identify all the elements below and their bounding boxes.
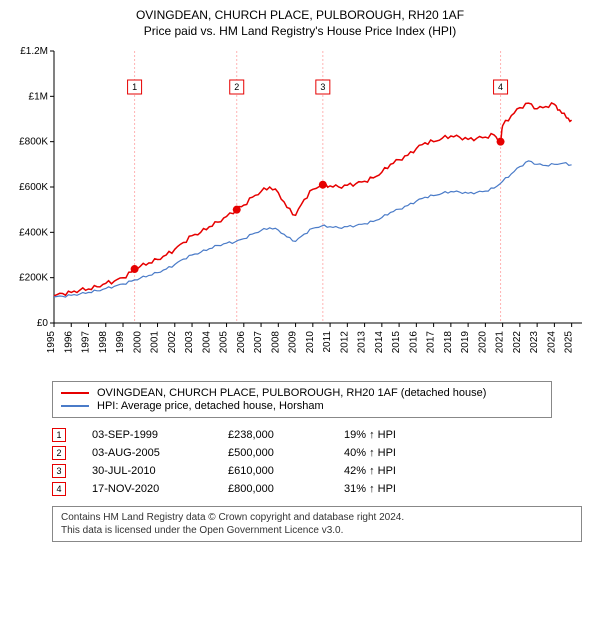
svg-text:£200K: £200K xyxy=(19,273,48,284)
svg-text:£1.2M: £1.2M xyxy=(20,46,48,57)
legend-label: OVINGDEAN, CHURCH PLACE, PULBOROUGH, RH2… xyxy=(97,387,486,399)
tx-pct: 40% ↑ HPI xyxy=(344,447,424,459)
svg-text:2004: 2004 xyxy=(201,331,212,354)
legend-swatch-1 xyxy=(61,392,89,394)
svg-text:2001: 2001 xyxy=(150,331,161,354)
svg-text:2015: 2015 xyxy=(391,331,402,354)
chart-subtitle: Price paid vs. HM Land Registry's House … xyxy=(10,24,590,40)
tx-marker-icon: 1 xyxy=(52,428,66,442)
svg-text:2012: 2012 xyxy=(339,331,350,354)
svg-text:2014: 2014 xyxy=(374,331,385,354)
legend: OVINGDEAN, CHURCH PLACE, PULBOROUGH, RH2… xyxy=(52,381,552,418)
svg-text:2017: 2017 xyxy=(426,331,437,354)
svg-text:2021: 2021 xyxy=(495,331,506,354)
svg-text:2025: 2025 xyxy=(564,331,575,354)
tx-pct: 31% ↑ HPI xyxy=(344,483,424,495)
svg-text:2005: 2005 xyxy=(219,331,230,354)
svg-text:£600K: £600K xyxy=(19,182,48,193)
svg-text:2013: 2013 xyxy=(357,331,368,354)
svg-text:2009: 2009 xyxy=(288,331,299,354)
legend-item: OVINGDEAN, CHURCH PLACE, PULBOROUGH, RH2… xyxy=(61,387,543,399)
table-row: 1 03-SEP-1999 £238,000 19% ↑ HPI xyxy=(52,428,590,442)
svg-text:2008: 2008 xyxy=(270,331,281,354)
chart-plot: £0 £200K £400K £600K £800K £1M £1.2M 1995 1996 19… xyxy=(10,45,590,375)
legend-swatch-2 xyxy=(61,405,89,407)
svg-text:2007: 2007 xyxy=(253,331,264,354)
svg-text:£400K: £400K xyxy=(19,228,48,239)
svg-text:2016: 2016 xyxy=(408,331,419,354)
legend-label: HPI: Average price, detached house, Hors… xyxy=(97,400,324,412)
tx-marker-icon: 2 xyxy=(52,446,66,460)
transactions-table: 1 03-SEP-1999 £238,000 19% ↑ HPI 2 03-AU… xyxy=(52,428,590,496)
svg-text:4: 4 xyxy=(498,82,503,92)
tx-date: 03-SEP-1999 xyxy=(92,429,202,441)
svg-text:1999: 1999 xyxy=(115,331,126,354)
tx-price: £800,000 xyxy=(228,483,318,495)
svg-text:3: 3 xyxy=(320,82,325,92)
footer-line: This data is licensed under the Open Gov… xyxy=(61,524,573,537)
svg-text:2000: 2000 xyxy=(132,331,143,354)
svg-text:£0: £0 xyxy=(37,318,49,329)
tx-price: £238,000 xyxy=(228,429,318,441)
legend-item: HPI: Average price, detached house, Hors… xyxy=(61,400,543,412)
tx-marker-icon: 3 xyxy=(52,464,66,478)
svg-text:2006: 2006 xyxy=(236,331,247,354)
footer-attribution: Contains HM Land Registry data © Crown c… xyxy=(52,506,582,542)
svg-text:2024: 2024 xyxy=(546,331,557,354)
table-row: 3 30-JUL-2010 £610,000 42% ↑ HPI xyxy=(52,464,590,478)
tx-marker-icon: 4 xyxy=(52,482,66,496)
tx-pct: 42% ↑ HPI xyxy=(344,465,424,477)
svg-text:2023: 2023 xyxy=(529,331,540,354)
svg-text:£1M: £1M xyxy=(29,92,48,103)
svg-text:2003: 2003 xyxy=(184,331,195,354)
tx-date: 17-NOV-2020 xyxy=(92,483,202,495)
svg-text:£800K: £800K xyxy=(19,137,48,148)
tx-date: 30-JUL-2010 xyxy=(92,465,202,477)
svg-text:1: 1 xyxy=(132,82,137,92)
svg-text:2002: 2002 xyxy=(167,331,178,354)
tx-price: £610,000 xyxy=(228,465,318,477)
tx-date: 03-AUG-2005 xyxy=(92,447,202,459)
svg-text:1997: 1997 xyxy=(81,331,92,354)
chart-title: OVINGDEAN, CHURCH PLACE, PULBOROUGH, RH2… xyxy=(10,8,590,24)
tx-price: £500,000 xyxy=(228,447,318,459)
tx-pct: 19% ↑ HPI xyxy=(344,429,424,441)
svg-text:2010: 2010 xyxy=(305,331,316,354)
footer-line: Contains HM Land Registry data © Crown c… xyxy=(61,511,573,524)
svg-text:1996: 1996 xyxy=(63,331,74,354)
chart-svg: £0 £200K £400K £600K £800K £1M £1.2M 1995 1996 19… xyxy=(10,45,590,375)
svg-text:2020: 2020 xyxy=(477,331,488,354)
svg-text:2018: 2018 xyxy=(443,331,454,354)
svg-text:1998: 1998 xyxy=(98,331,109,354)
svg-text:2019: 2019 xyxy=(460,331,471,354)
svg-text:2: 2 xyxy=(234,82,239,92)
svg-text:2011: 2011 xyxy=(322,331,333,353)
chart-container: OVINGDEAN, CHURCH PLACE, PULBOROUGH, RH2… xyxy=(0,0,600,550)
table-row: 2 03-AUG-2005 £500,000 40% ↑ HPI xyxy=(52,446,590,460)
svg-text:2022: 2022 xyxy=(512,331,523,354)
table-row: 4 17-NOV-2020 £800,000 31% ↑ HPI xyxy=(52,482,590,496)
svg-text:1995: 1995 xyxy=(46,331,57,354)
